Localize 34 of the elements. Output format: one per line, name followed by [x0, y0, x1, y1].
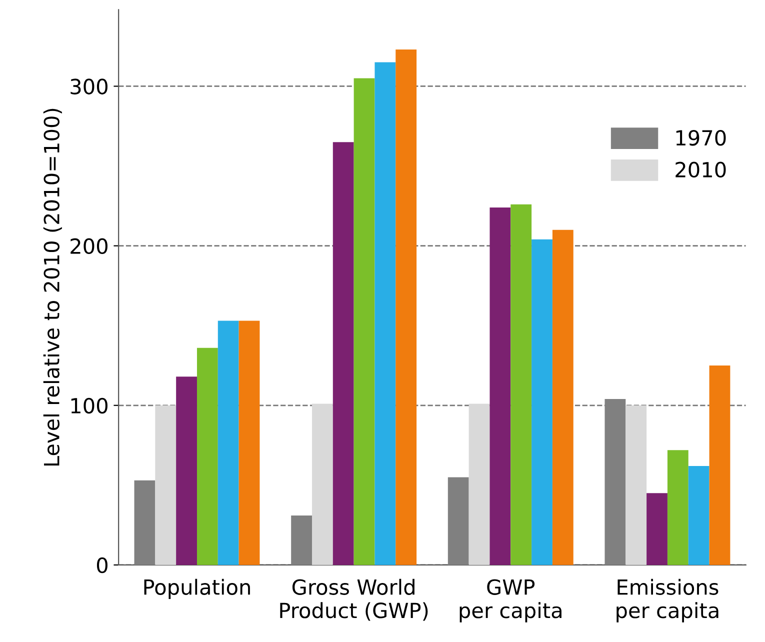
bar [354, 78, 375, 565]
bar [176, 376, 197, 565]
bar [490, 208, 511, 565]
bar [134, 480, 156, 565]
y-tick-label: 200 [70, 238, 108, 254]
x-tick-label: GWP per capita [460, 579, 562, 622]
legend-label: 2010 [676, 162, 726, 178]
bar [238, 320, 260, 565]
x-tick-label: Population [144, 578, 250, 600]
bar [468, 404, 490, 565]
bar [709, 365, 730, 565]
y-tick-label: 0 [96, 557, 108, 574]
y-axis-title: Level relative to 2010 (2010=100) [43, 108, 62, 466]
bar [510, 204, 532, 565]
bar [291, 515, 312, 565]
bar [688, 466, 710, 565]
bar [448, 477, 469, 565]
bar [196, 348, 218, 565]
bar [396, 50, 417, 565]
bar [667, 450, 688, 565]
bar [646, 493, 668, 565]
x-tick-label: Emissions per capita [616, 578, 718, 622]
bar [552, 230, 574, 565]
bar [312, 404, 333, 565]
bar [332, 142, 354, 565]
y-tick-label: 300 [70, 78, 108, 94]
y-tick-label: 100 [71, 398, 108, 414]
bar [532, 239, 552, 565]
bar [155, 405, 176, 565]
bar [374, 62, 396, 565]
legend-label: 1970 [676, 130, 726, 146]
bar [626, 405, 647, 565]
bar [218, 320, 239, 565]
x-tick-label: Gross World Product (GWP) [280, 578, 428, 621]
